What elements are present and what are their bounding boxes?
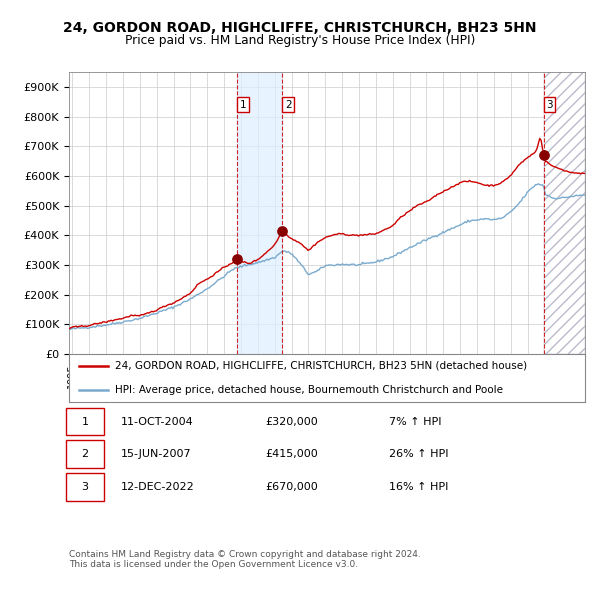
Point bbox=[539, 150, 548, 160]
Text: 1: 1 bbox=[82, 417, 88, 427]
FancyBboxPatch shape bbox=[67, 473, 104, 501]
Text: 26% ↑ HPI: 26% ↑ HPI bbox=[389, 449, 448, 459]
Text: £320,000: £320,000 bbox=[265, 417, 318, 427]
Text: 15-JUN-2007: 15-JUN-2007 bbox=[121, 449, 191, 459]
Text: 3: 3 bbox=[546, 100, 553, 110]
Text: 2: 2 bbox=[82, 449, 89, 459]
Text: 16% ↑ HPI: 16% ↑ HPI bbox=[389, 482, 448, 492]
Bar bbox=[237, 72, 283, 354]
Text: £670,000: £670,000 bbox=[265, 482, 318, 492]
Text: Contains HM Land Registry data © Crown copyright and database right 2024.
This d: Contains HM Land Registry data © Crown c… bbox=[69, 550, 421, 569]
Text: HPI: Average price, detached house, Bournemouth Christchurch and Poole: HPI: Average price, detached house, Bour… bbox=[115, 385, 503, 395]
Text: 11-OCT-2004: 11-OCT-2004 bbox=[121, 417, 193, 427]
Bar bbox=[544, 72, 585, 354]
Text: 24, GORDON ROAD, HIGHCLIFFE, CHRISTCHURCH, BH23 5HN (detached house): 24, GORDON ROAD, HIGHCLIFFE, CHRISTCHURC… bbox=[115, 361, 527, 371]
Text: 1: 1 bbox=[240, 100, 247, 110]
Point bbox=[232, 254, 242, 264]
FancyBboxPatch shape bbox=[67, 408, 104, 435]
Text: Price paid vs. HM Land Registry's House Price Index (HPI): Price paid vs. HM Land Registry's House … bbox=[125, 34, 475, 47]
Text: 3: 3 bbox=[82, 482, 88, 492]
Point bbox=[278, 226, 287, 235]
FancyBboxPatch shape bbox=[67, 440, 104, 468]
Text: 12-DEC-2022: 12-DEC-2022 bbox=[121, 482, 194, 492]
Text: £415,000: £415,000 bbox=[265, 449, 318, 459]
Text: 2: 2 bbox=[285, 100, 292, 110]
Text: 7% ↑ HPI: 7% ↑ HPI bbox=[389, 417, 442, 427]
Text: 24, GORDON ROAD, HIGHCLIFFE, CHRISTCHURCH, BH23 5HN: 24, GORDON ROAD, HIGHCLIFFE, CHRISTCHURC… bbox=[63, 21, 537, 35]
